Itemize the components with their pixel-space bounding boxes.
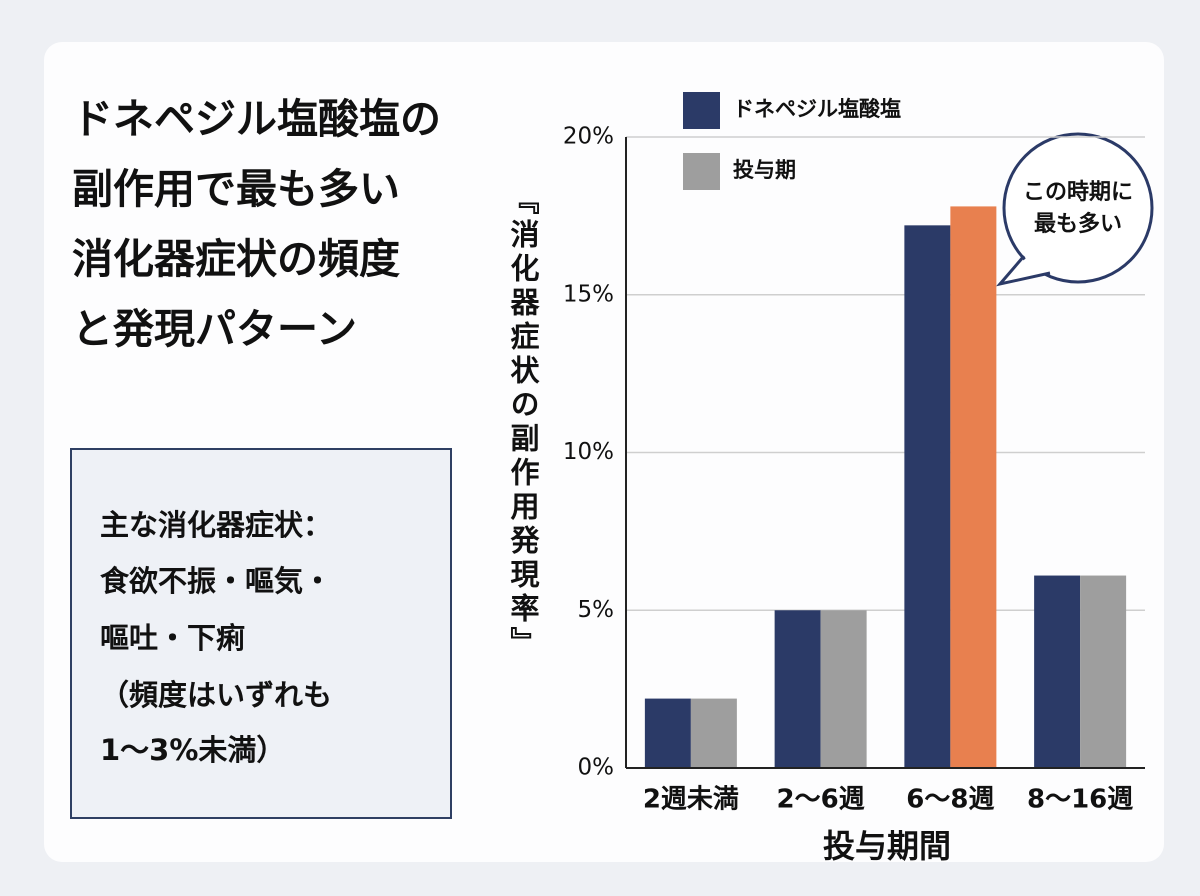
title-line: ドネペジル塩酸塩の — [72, 95, 441, 143]
callout-tail — [1000, 258, 1050, 284]
note-line: 食欲不振・嘔気・ — [100, 564, 332, 598]
x-axis-label: 投与期間 — [823, 827, 951, 865]
bar — [690, 698, 737, 768]
callout-text: 最も多い — [1034, 211, 1122, 237]
bar — [644, 698, 691, 768]
x-tick-label: 2〜6週 — [777, 785, 865, 815]
legend-swatch — [683, 92, 720, 129]
note-line: 嘔吐・下痢 — [100, 621, 245, 655]
y-tick-label: 5% — [578, 597, 615, 623]
note-box — [70, 448, 452, 819]
y-tick-label: 20% — [563, 124, 614, 150]
legend-swatch — [683, 153, 720, 190]
bar — [1034, 575, 1081, 768]
x-tick-label: 6〜8週 — [906, 785, 994, 815]
note-line: 1〜3%未満） — [100, 733, 285, 767]
bar — [820, 610, 867, 768]
legend-label: ドネペジル塩酸塩 — [733, 97, 901, 121]
title-line: と発現パターン — [72, 305, 357, 353]
bar — [1080, 575, 1127, 768]
note-line: （頻度はいずれも — [100, 678, 332, 712]
callout-text: この時期に — [1023, 180, 1133, 205]
callout: この時期に 最も多い — [995, 132, 1154, 287]
bar — [774, 610, 821, 768]
x-tick-label: 2週未満 — [643, 785, 739, 815]
title-line: 副作用で最も多い — [72, 165, 400, 213]
callout-bubble — [1002, 132, 1154, 284]
x-tick-label: 8〜16週 — [1027, 785, 1133, 815]
bar — [904, 225, 951, 769]
y-tick-label: 10% — [563, 439, 614, 465]
bar — [950, 206, 997, 768]
y-tick-label: 0% — [578, 755, 615, 781]
callout-tail-edge — [995, 255, 1051, 287]
legend-label: 投与期 — [733, 158, 796, 182]
title-line: 消化器症状の頻度 — [72, 235, 400, 283]
y-axis-label: 『消化器症状の副作用発現率』 — [506, 185, 541, 661]
note-line: 主な消化器症状： — [100, 508, 332, 542]
y-tick-label: 15% — [563, 281, 614, 307]
